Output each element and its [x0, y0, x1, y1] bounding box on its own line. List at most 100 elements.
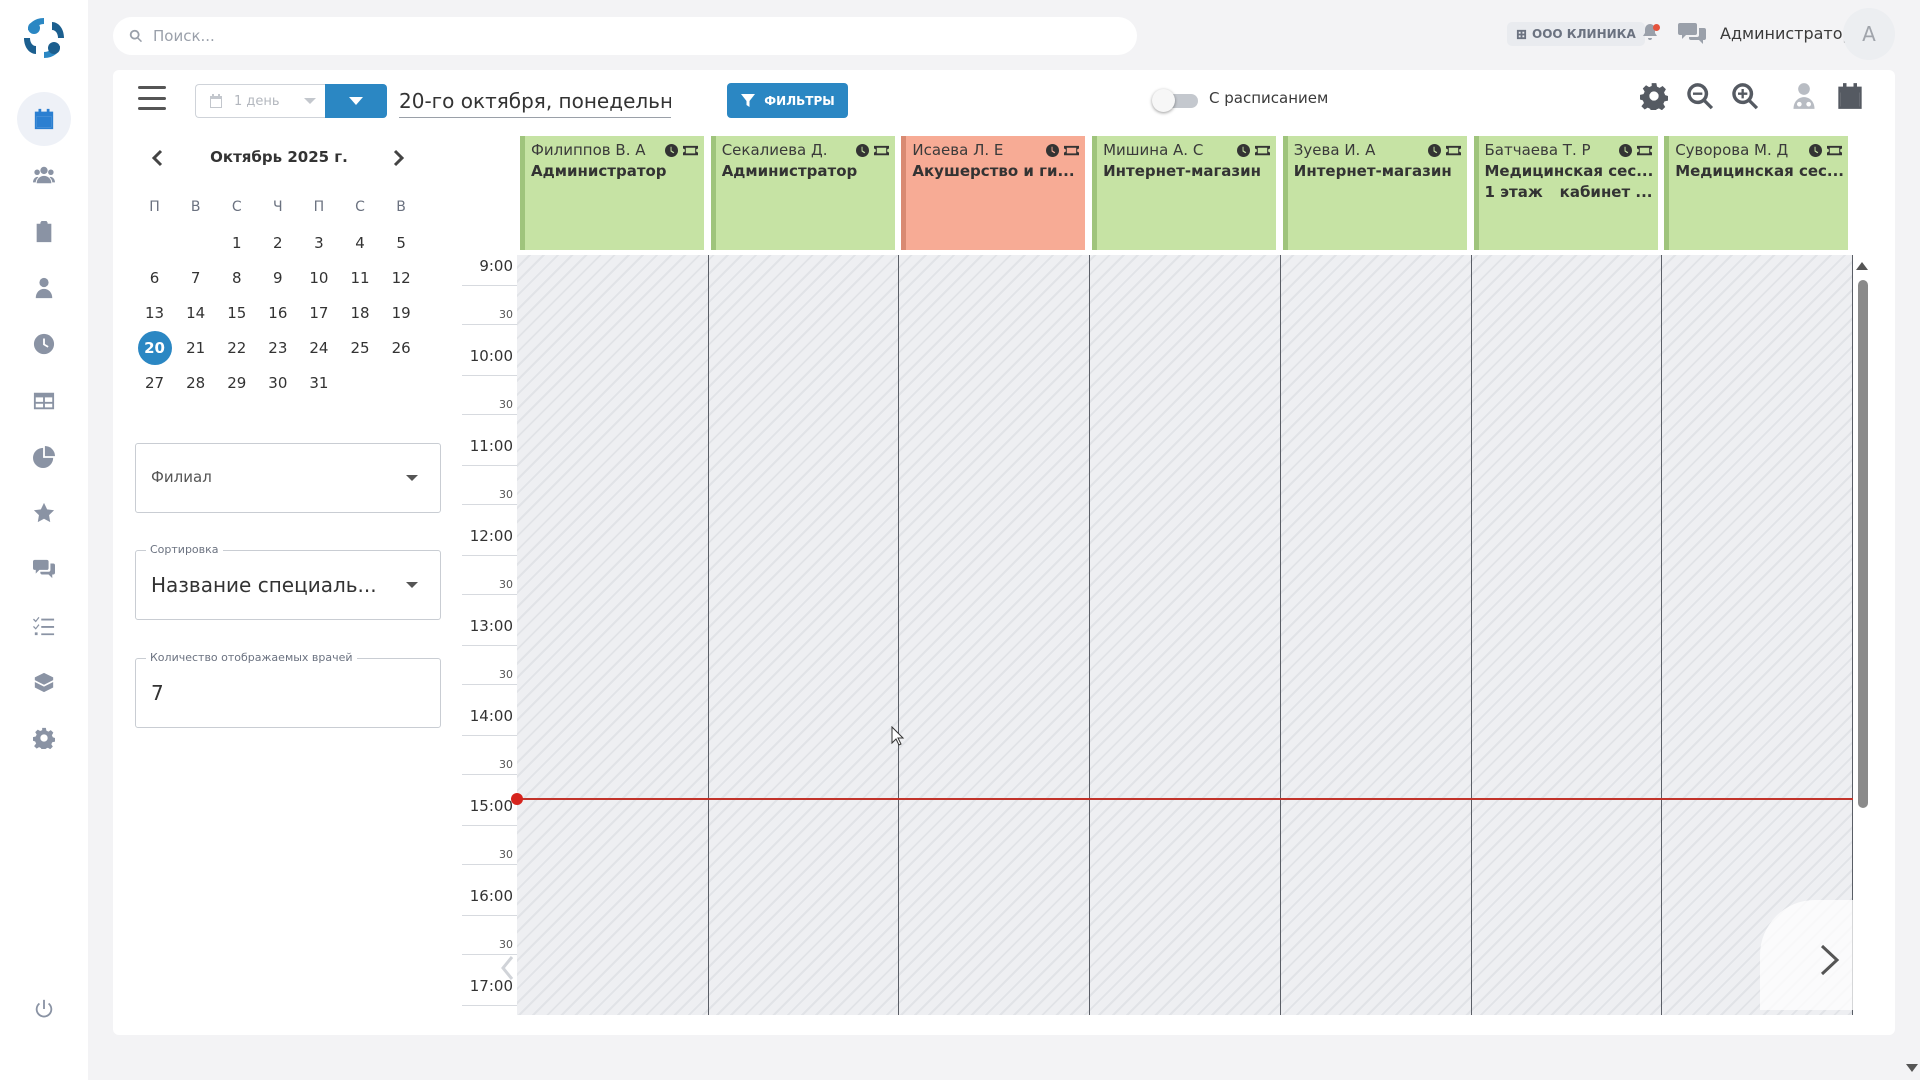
calendar-day[interactable]: 30 — [268, 373, 288, 392]
calendar-day[interactable]: 9 — [273, 268, 283, 287]
calendar-day[interactable]: 19 — [391, 303, 411, 322]
rail-clock-icon[interactable] — [17, 317, 71, 371]
schedule-clock-icon[interactable] — [1045, 144, 1060, 157]
rail-pie-chart-icon[interactable] — [17, 430, 71, 484]
calendar-day[interactable]: 25 — [350, 338, 370, 357]
rail-doctor-icon[interactable] — [17, 261, 71, 315]
calendar-day[interactable]: 26 — [391, 338, 411, 357]
notifications-bell-icon[interactable] — [1640, 22, 1664, 46]
time-label-half-hour: 30 — [499, 398, 513, 411]
calendar-prev-month-chevron-left-icon[interactable] — [145, 146, 169, 170]
calendar-next-month-chevron-right-icon[interactable] — [387, 146, 411, 170]
calendar-day-selected[interactable]: 20 — [134, 330, 175, 365]
vertical-scrollbar-thumb[interactable] — [1858, 280, 1868, 808]
ticket-icon[interactable] — [683, 144, 698, 157]
calendar-day[interactable]: 10 — [309, 268, 329, 287]
doctor-column-header[interactable]: Филиппов В. А Администратор — [520, 136, 704, 250]
next-doctors-chevron-right-icon[interactable] — [1760, 900, 1870, 1010]
settings-gear-icon[interactable] — [1638, 80, 1670, 112]
doctor-column-header[interactable]: Мишина А. С Интернет-магазин — [1092, 136, 1277, 250]
left-nav-rail — [0, 0, 88, 1080]
zoom-in-icon[interactable] — [1729, 80, 1761, 112]
column-divider — [1279, 255, 1281, 1015]
calendar-day[interactable]: 1 — [231, 233, 242, 252]
messages-chat-icon[interactable] — [1678, 21, 1706, 47]
calendar-day[interactable]: 13 — [145, 303, 165, 322]
calendar-icon[interactable] — [1834, 80, 1866, 112]
calendar-day[interactable]: 22 — [227, 338, 247, 357]
current-user-name[interactable]: Администратор — [1720, 24, 1853, 43]
doctor-column-header[interactable]: Исаева Л. Е Акушерство и ги... — [901, 136, 1086, 250]
calendar-day[interactable]: 14 — [186, 303, 206, 322]
calendar-day[interactable]: 28 — [186, 373, 206, 392]
schedule-clock-icon[interactable] — [1236, 144, 1251, 157]
ticket-icon[interactable] — [1636, 144, 1652, 157]
schedule-clock-icon[interactable] — [664, 144, 679, 157]
doctors-count-field[interactable]: Количество отображаемых врачей 7 — [135, 651, 441, 728]
calendar-day[interactable]: 12 — [391, 268, 411, 287]
rail-calendar-icon[interactable] — [17, 92, 71, 146]
calendar-day[interactable]: 31 — [309, 373, 329, 392]
rail-clipboard-icon[interactable] — [17, 205, 71, 259]
calendar-day[interactable]: 23 — [268, 338, 288, 357]
page-scroll-down-arrow[interactable] — [1906, 1064, 1918, 1072]
doctor-column-header[interactable]: Секалиева Д. Администратор — [710, 136, 895, 250]
doctor-column-header[interactable]: Суворова М. Д Медицинская сес... — [1664, 136, 1849, 250]
time-label-hour: 15:00 — [469, 797, 513, 815]
schedule-clock-icon[interactable] — [1808, 144, 1823, 157]
ticket-icon[interactable] — [1445, 144, 1461, 157]
calendar-day[interactable]: 3 — [314, 233, 324, 252]
calendar-day[interactable]: 15 — [227, 303, 247, 322]
current-date-field[interactable]: 20-го октября, понедельник — [399, 84, 671, 118]
calendar-day[interactable]: 8 — [231, 268, 242, 287]
rail-table-icon[interactable] — [17, 374, 71, 428]
view-range-select[interactable]: 1 день — [195, 84, 325, 118]
calendar-day[interactable]: 11 — [350, 268, 370, 287]
calendar-day[interactable]: 18 — [350, 303, 370, 322]
calendar-day[interactable]: 4 — [355, 233, 365, 252]
scroll-up-arrow[interactable] — [1856, 262, 1868, 270]
calendar-day[interactable]: 6 — [149, 268, 160, 287]
rail-users-icon[interactable] — [17, 148, 71, 202]
doctor-column-header[interactable]: Батчаева Т. Р Медицинская сес... 1 этаж каб… — [1473, 136, 1658, 250]
search-input[interactable] — [153, 27, 1053, 45]
rail-box-icon[interactable] — [17, 655, 71, 709]
app-logo[interactable] — [20, 14, 68, 62]
calendar-day[interactable]: 27 — [145, 373, 165, 392]
ticket-icon[interactable] — [1064, 144, 1080, 157]
organization-badge[interactable]: ООО КЛИНИКА — [1507, 22, 1645, 46]
global-search[interactable] — [113, 17, 1137, 55]
schedule-clock-icon[interactable] — [855, 144, 870, 157]
calendar-day[interactable]: 7 — [190, 268, 201, 287]
doctor-icon[interactable] — [1788, 80, 1820, 112]
filters-button[interactable]: ФИЛЬТРЫ — [727, 83, 848, 118]
calendar-day[interactable]: 2 — [273, 233, 283, 252]
doctor-column-header[interactable]: Зуева И. А Интернет-магазин — [1282, 136, 1467, 250]
prev-doctors-chevron-left-icon[interactable] — [500, 955, 516, 985]
rail-checklist-icon[interactable] — [17, 599, 71, 653]
zoom-out-icon[interactable] — [1684, 80, 1716, 112]
schedule-grid[interactable] — [517, 255, 1853, 1015]
ticket-icon[interactable] — [1255, 144, 1271, 157]
calendar-day[interactable]: 21 — [186, 338, 206, 357]
user-avatar[interactable]: A — [1843, 8, 1895, 60]
sort-select[interactable]: Сортировка Название специаль... — [135, 543, 441, 620]
menu-hamburger-icon[interactable] — [138, 86, 166, 110]
calendar-day[interactable]: 24 — [309, 338, 329, 357]
calendar-day[interactable]: 17 — [309, 303, 329, 322]
view-range-dropdown-button[interactable] — [325, 84, 387, 118]
doctor-name: Филиппов В. А — [531, 141, 646, 159]
schedule-toggle[interactable] — [1152, 89, 1200, 112]
ticket-icon[interactable] — [1827, 144, 1843, 157]
branch-select[interactable]: Филиал — [135, 443, 441, 513]
schedule-clock-icon[interactable] — [1427, 144, 1442, 157]
rail-chat-icon[interactable] — [17, 542, 71, 596]
calendar-day[interactable]: 16 — [268, 303, 288, 322]
calendar-day[interactable]: 5 — [396, 233, 406, 252]
ticket-icon[interactable] — [873, 144, 889, 157]
rail-star-icon[interactable] — [17, 486, 71, 540]
rail-gear-icon[interactable] — [17, 711, 71, 765]
logout-power-icon[interactable] — [17, 982, 71, 1036]
schedule-clock-icon[interactable] — [1618, 144, 1633, 157]
calendar-day[interactable]: 29 — [227, 373, 247, 392]
